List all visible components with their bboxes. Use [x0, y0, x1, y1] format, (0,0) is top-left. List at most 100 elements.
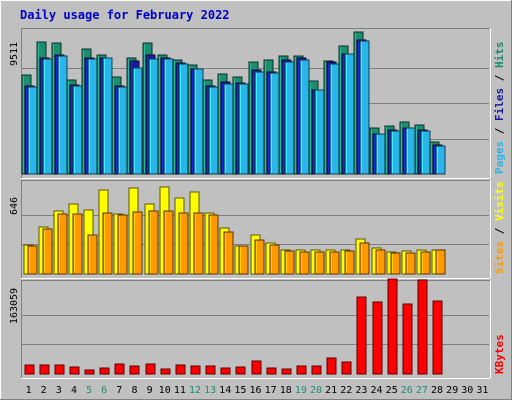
- x-axis-labels: 1 2 3 4 5 6 7 8 9 10 11 12 13 14 15 16 17 18 19 20 21 22 23 24 2…: [26, 385, 489, 396]
- x-tick-label-day-4: 4: [71, 385, 77, 396]
- bar-sites-day-20: [314, 251, 325, 275]
- x-tick-label-day-23: 23: [355, 385, 367, 396]
- bar-sites-day-14: [223, 231, 234, 275]
- bar-pages-day-23: [359, 40, 370, 175]
- bar-sites-day-21: [329, 251, 340, 275]
- bar-sites-day-2: [42, 228, 53, 275]
- bar-kbytes-day-26: [402, 303, 413, 375]
- bar-sites-day-18: [284, 250, 295, 275]
- bar-sites-day-24: [375, 249, 386, 275]
- legend-visits-sites: Sites / Visits: [493, 181, 506, 274]
- bar-kbytes-day-23: [356, 296, 367, 375]
- x-tick-label-day-5: 5: [86, 385, 92, 396]
- legend-item-visits: Visits: [493, 181, 506, 221]
- bar-sites-day-27: [420, 251, 431, 275]
- x-tick-label-day-16: 16: [249, 385, 261, 396]
- x-tick-label-day-15: 15: [234, 385, 246, 396]
- x-tick-label-day-12: 12: [189, 385, 201, 396]
- max-label-kbytes: 163059: [9, 288, 20, 324]
- bar-kbytes-day-2: [39, 364, 50, 375]
- bar-kbytes-day-16: [251, 360, 262, 375]
- bar-sites-day-22: [344, 250, 355, 275]
- bar-kbytes-day-18: [281, 368, 292, 375]
- bar-sites-day-6: [102, 212, 113, 275]
- x-tick-label-day-24: 24: [370, 385, 382, 396]
- bar-sites-day-19: [299, 251, 310, 275]
- bar-sites-day-12: [193, 212, 204, 275]
- bar-kbytes-day-15: [235, 366, 246, 375]
- x-tick-label-day-17: 17: [265, 385, 277, 396]
- x-tick-label-day-29: 29: [446, 385, 458, 396]
- bar-kbytes-day-21: [326, 357, 337, 375]
- bar-sites-day-9: [148, 210, 159, 275]
- x-tick-label-day-19: 19: [295, 385, 307, 396]
- panels-layer: 9511 Pages / Files / Hits 646 Sites / Visit…: [9, 28, 506, 379]
- legend-item-files: Files: [493, 88, 506, 121]
- x-tick-label-day-1: 1: [26, 385, 32, 396]
- bar-kbytes-day-17: [266, 367, 277, 375]
- x-tick-label-day-30: 30: [461, 385, 473, 396]
- legend-item-kbytes: KBytes: [493, 334, 506, 374]
- legend-separator: /: [493, 221, 506, 241]
- bar-sites-day-23: [359, 242, 370, 275]
- legend-item-pages: Pages: [493, 141, 506, 174]
- bar-kbytes-day-14: [220, 367, 231, 375]
- bar-sites-day-17: [269, 244, 280, 275]
- bar-kbytes-day-24: [372, 301, 383, 375]
- x-tick-label-day-21: 21: [325, 385, 337, 396]
- bar-sites-day-13: [208, 214, 219, 275]
- x-tick-label-day-22: 22: [340, 385, 352, 396]
- bar-sites-day-7: [117, 214, 128, 275]
- bar-kbytes-day-11: [175, 364, 186, 375]
- bar-kbytes-day-5: [84, 369, 95, 375]
- chart-title: Daily usage for February 2022: [20, 8, 230, 22]
- x-tick-label-day-18: 18: [280, 385, 292, 396]
- x-tick-label-day-20: 20: [310, 385, 322, 396]
- legend-item-hits: Hits: [493, 42, 506, 69]
- bar-kbytes-day-28: [432, 300, 443, 375]
- bar-kbytes-day-9: [145, 363, 156, 375]
- bar-pages-day-28: [435, 145, 446, 175]
- bar-kbytes-day-13: [205, 365, 216, 375]
- bar-kbytes-day-12: [190, 365, 201, 375]
- x-tick-label-day-10: 10: [159, 385, 171, 396]
- bar-sites-day-3: [57, 213, 68, 275]
- x-tick-label-day-11: 11: [174, 385, 186, 396]
- bar-kbytes-day-1: [24, 364, 35, 375]
- x-tick-label-day-25: 25: [386, 385, 398, 396]
- legend-separator: /: [493, 68, 506, 88]
- x-tick-label-day-6: 6: [101, 385, 107, 396]
- bar-kbytes-day-10: [160, 368, 171, 375]
- x-tick-label-day-26: 26: [401, 385, 413, 396]
- legend-kbytes: KBytes: [493, 334, 506, 374]
- x-tick-label-day-8: 8: [131, 385, 137, 396]
- bar-kbytes-day-4: [69, 366, 80, 375]
- x-tick-label-day-13: 13: [204, 385, 216, 396]
- bar-kbytes-day-19: [296, 365, 307, 375]
- x-tick-label-day-9: 9: [147, 385, 153, 396]
- bar-kbytes-day-20: [311, 365, 322, 375]
- bar-sites-day-25: [390, 252, 401, 275]
- legend-hits-files-pages: Pages / Files / Hits: [493, 42, 506, 175]
- legend-separator: /: [493, 121, 506, 141]
- max-label-visits-sites: 646: [9, 197, 20, 215]
- bar-kbytes-day-8: [129, 365, 140, 375]
- bar-sites-day-4: [72, 213, 83, 275]
- x-tick-label-day-14: 14: [219, 385, 231, 396]
- bar-kbytes-day-27: [417, 279, 428, 375]
- max-label-hits-files-pages: 9511: [9, 42, 20, 66]
- x-tick-label-day-31: 31: [476, 385, 488, 396]
- bar-sites-day-5: [87, 234, 98, 275]
- bar-sites-day-1: [27, 245, 38, 275]
- x-tick-label-day-7: 7: [116, 385, 122, 396]
- bar-pages-day-8: [132, 67, 143, 175]
- bar-kbytes-day-7: [114, 363, 125, 375]
- bar-sites-day-28: [435, 249, 446, 275]
- bar-kbytes-day-6: [99, 367, 110, 375]
- x-tick-label-day-27: 27: [416, 385, 428, 396]
- bar-kbytes-day-25: [387, 278, 398, 375]
- bar-sites-day-15: [238, 245, 249, 275]
- bar-sites-day-26: [405, 252, 416, 275]
